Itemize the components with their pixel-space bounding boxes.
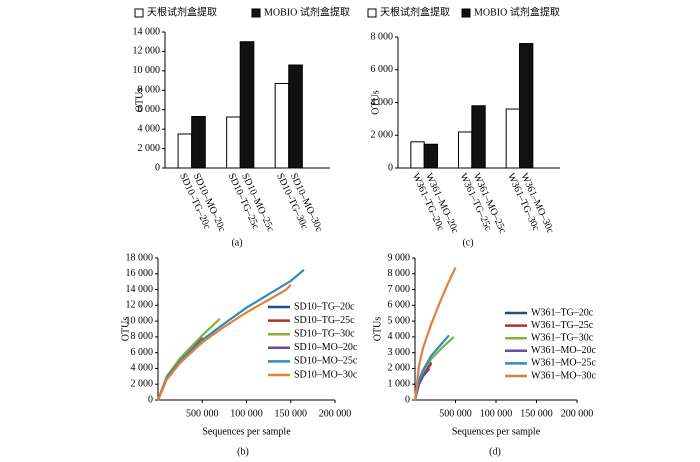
line-series — [156, 268, 305, 401]
y-tick-label: 5 000 — [388, 315, 411, 326]
bar — [239, 41, 255, 169]
legend-label: W361–MO–20c — [531, 345, 597, 356]
y-tick-label: 4 000 — [388, 331, 411, 342]
bar — [410, 141, 425, 169]
bar — [288, 64, 303, 169]
y-tick-label: 14 000 — [133, 26, 161, 37]
y-tick-label: 3 000 — [388, 347, 411, 358]
y-tick-label: 2 000 — [131, 379, 154, 390]
legend-swatch — [134, 8, 144, 18]
y-tick-label: 12 000 — [133, 46, 161, 57]
x-tick-label: 200 000 — [561, 408, 594, 419]
x-tick-label: 100 000 — [230, 408, 263, 419]
bar — [177, 133, 193, 169]
x-axis-title: Sequences per sample — [202, 426, 291, 437]
bar — [519, 43, 534, 169]
y-tick-label: 10 000 — [133, 65, 161, 76]
y-tick-label: 2 000 — [371, 130, 394, 141]
x-tick-label: 150 000 — [520, 408, 553, 419]
y-tick-label: 0 — [405, 394, 410, 405]
y-tick-label: 4 000 — [131, 363, 154, 374]
y-tick-label: 12 000 — [126, 300, 154, 311]
legend-label: W361–MO–30c — [531, 370, 597, 381]
legend-label: 天根试剂盒提取 — [380, 5, 450, 18]
legend-swatch — [367, 8, 377, 18]
bar — [471, 105, 486, 169]
y-tick-label: 6 000 — [371, 64, 394, 75]
y-axis-title: OTUs — [120, 317, 131, 342]
y-tick-label: 7 000 — [388, 284, 411, 295]
x-tick-label: 200 000 — [319, 408, 352, 419]
legend-label: SD10–TG–20c — [294, 301, 355, 312]
bar — [226, 116, 241, 169]
legend-label: SD10–TG–30c — [294, 328, 355, 339]
y-tick-label: 16 000 — [126, 268, 154, 279]
y-tick-label: 2 000 — [138, 143, 161, 154]
bar — [505, 108, 520, 169]
legend-label: MOBIO 试剂盒提取 — [264, 5, 350, 18]
x-axis-title: Sequences per sample — [452, 426, 541, 437]
legend-label: SD10–MO–25c — [294, 356, 358, 367]
legend-swatch — [251, 8, 261, 18]
y-tick-label: 8 000 — [388, 268, 411, 279]
x-tick-label: 150 000 — [275, 408, 308, 419]
legend-label: W361–MO–25c — [531, 358, 597, 369]
y-tick-label: 6 000 — [138, 104, 161, 115]
line-series — [413, 267, 457, 401]
bar — [191, 116, 206, 169]
y-tick-label: 14 000 — [126, 284, 154, 295]
y-tick-label: 4 000 — [371, 97, 394, 108]
y-tick-label: 8 000 — [131, 331, 154, 342]
y-tick-label: 0 — [155, 162, 160, 173]
line-series — [156, 348, 195, 401]
y-tick-label: 0 — [388, 162, 393, 173]
bar — [423, 143, 439, 169]
y-tick-label: 0 — [148, 394, 153, 405]
y-tick-label: 6 000 — [131, 347, 154, 358]
line-series — [413, 336, 455, 401]
y-tick-label: 4 000 — [138, 123, 161, 134]
legend-label: W361–TG–20c — [531, 307, 594, 318]
y-tick-label: 10 000 — [126, 315, 154, 326]
y-axis-title: OTUs — [134, 88, 145, 113]
caption: (b) — [237, 446, 249, 457]
caption: (d) — [489, 446, 501, 457]
legend-label: 天根试剂盒提取 — [147, 5, 217, 18]
x-tick-label: 500 000 — [186, 408, 219, 419]
y-tick-label: 9 000 — [388, 252, 411, 263]
legend-label: SD10–TG–25c — [294, 315, 355, 326]
line-series — [413, 334, 450, 401]
legend-swatch — [461, 8, 471, 18]
legend-label: MOBIO 试剂盒提取 — [474, 5, 560, 18]
bar — [458, 131, 473, 169]
y-tick-label: 6 000 — [388, 300, 411, 311]
x-tick-label: 500 000 — [439, 408, 472, 419]
caption: (c) — [462, 237, 473, 248]
y-tick-label: 8 000 — [371, 31, 394, 42]
x-tick-label: 100 000 — [480, 408, 513, 419]
legend-label: W361–TG–25c — [531, 320, 594, 331]
y-axis-title: OTUs — [372, 317, 383, 342]
y-tick-label: 8 000 — [138, 85, 161, 96]
bar — [274, 82, 290, 169]
legend-label: W361–TG–30c — [531, 332, 594, 343]
y-tick-label: 18 000 — [126, 252, 154, 263]
legend-label: SD10–MO–30c — [294, 369, 358, 380]
line-series — [156, 284, 292, 401]
y-tick-label: 1 000 — [388, 379, 411, 390]
line-series — [156, 317, 221, 401]
legend-label: SD10–MO–20c — [294, 342, 358, 353]
y-axis-title: OTUs — [370, 90, 381, 115]
caption: (a) — [231, 237, 242, 248]
y-tick-label: 2 000 — [388, 363, 411, 374]
